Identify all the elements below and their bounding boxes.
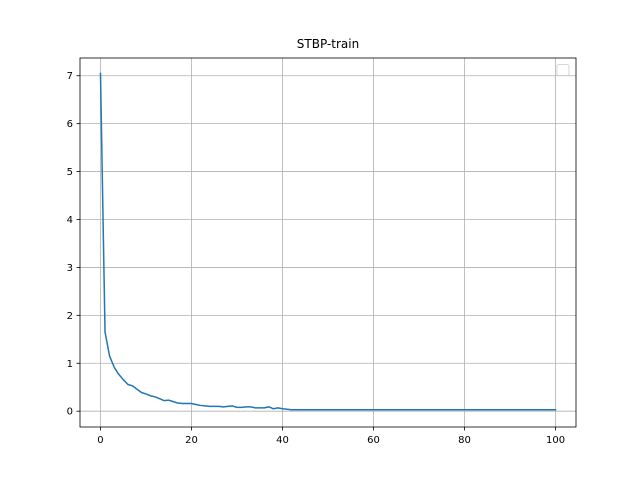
chart-title: STBP-train <box>297 37 359 51</box>
y-tick-label: 5 <box>67 167 73 178</box>
ticks: 0 20 40 60 80 100 0 1 2 3 4 5 6 7 <box>67 71 565 446</box>
y-tick-label: 7 <box>67 71 73 82</box>
x-tick-label: 40 <box>276 435 289 446</box>
y-tick-label: 3 <box>67 263 73 274</box>
plot-area <box>80 58 576 427</box>
x-tick-label: 80 <box>458 435 471 446</box>
y-tick-label: 4 <box>67 215 73 226</box>
grid <box>80 58 576 427</box>
x-tick-label: 20 <box>185 435 198 446</box>
y-tick-label: 1 <box>67 359 73 370</box>
series-group <box>99 72 557 411</box>
y-tick-label: 6 <box>67 119 73 130</box>
x-tick-label: 60 <box>367 435 380 446</box>
y-tick-label: 0 <box>67 407 73 418</box>
y-tick-label: 2 <box>67 311 73 322</box>
series-line <box>99 72 557 411</box>
legend-box <box>556 64 570 76</box>
plot-frame <box>79 57 577 428</box>
x-tick-label: 0 <box>97 435 103 446</box>
x-tick-label: 100 <box>546 435 565 446</box>
